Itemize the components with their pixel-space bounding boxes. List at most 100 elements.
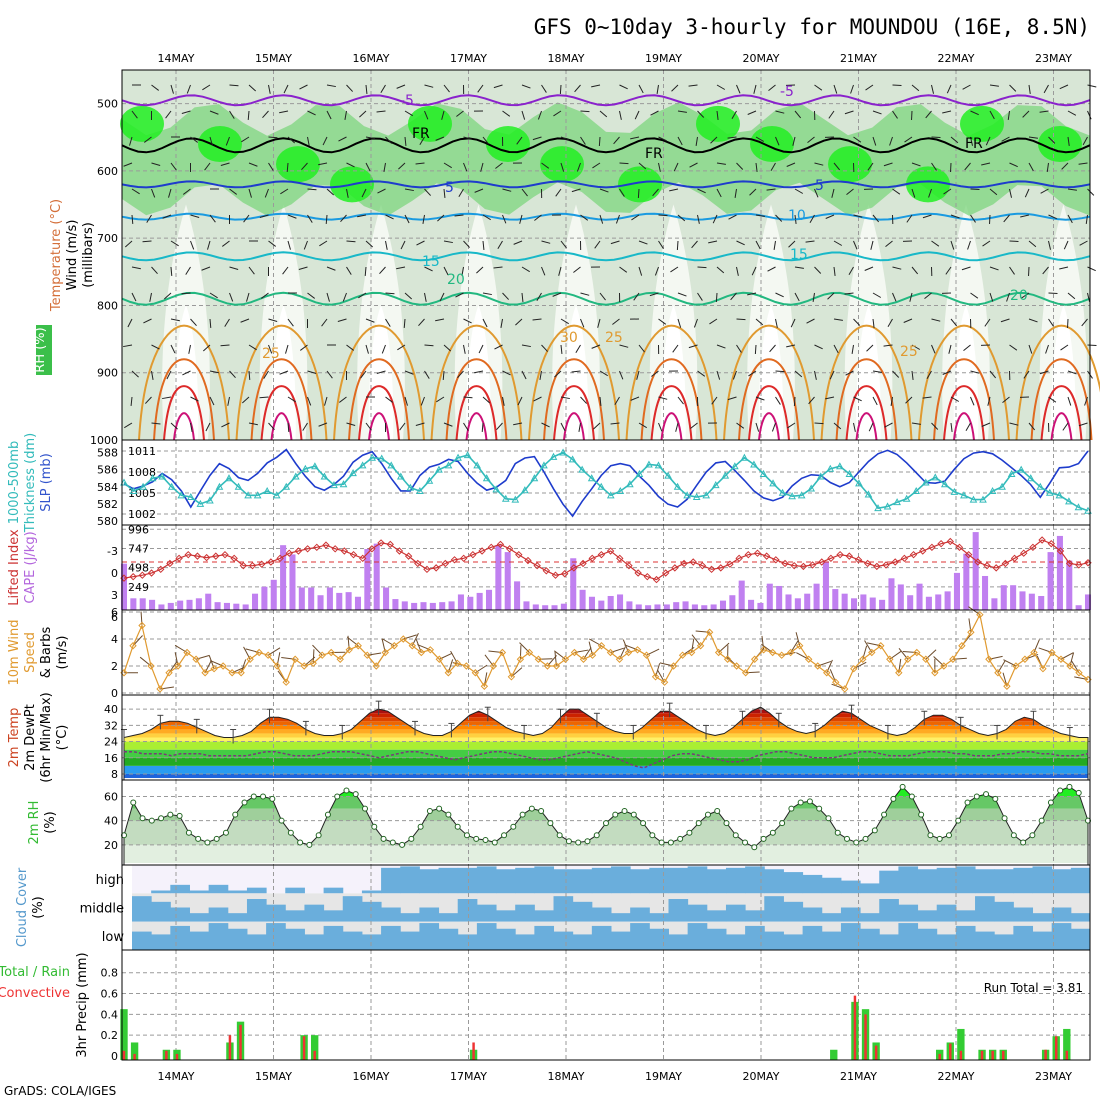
wind-point (940, 662, 948, 670)
wind-barb (769, 344, 776, 353)
wind-barb (424, 110, 429, 120)
footer-credit: GrADS: COLA/IGES (4, 1084, 116, 1098)
wind-barb (188, 344, 191, 354)
lifted-point (964, 550, 973, 559)
lifted-point (845, 552, 854, 560)
temp-contour-25 (625, 324, 718, 441)
wind-barb (599, 370, 608, 377)
wind-barb (376, 110, 386, 113)
wind-barb (229, 370, 236, 379)
lifted-point (166, 559, 174, 568)
thickness-point (225, 474, 233, 482)
wind-barb (775, 318, 778, 328)
wind-barb (677, 110, 687, 113)
rh-point (630, 811, 637, 818)
precip-ytick: 0 (111, 1050, 118, 1063)
wind-barb (477, 84, 484, 93)
cloud-row-label: high (96, 873, 124, 888)
wind-barb (307, 110, 316, 116)
thickness-point (692, 492, 701, 501)
lifted-point (735, 554, 743, 563)
chart-title: GFS 0~10day 3-hourly for MOUNDOU (16E, 8… (534, 15, 1090, 39)
wind-barb (221, 422, 230, 428)
wind-barb (708, 240, 718, 244)
wind-barb (279, 110, 289, 114)
wind-barb (884, 422, 893, 428)
wind-barb (619, 84, 628, 90)
wind-barb (1007, 110, 1010, 120)
wind-barb (911, 370, 914, 380)
wind-barb (1078, 422, 1088, 427)
cloud-cell (304, 934, 325, 950)
wind-point (426, 646, 435, 654)
wind-barb (439, 292, 445, 302)
thickness-ytick: 586 (97, 464, 118, 477)
wind-point (678, 651, 687, 659)
cloud-cell (591, 925, 612, 950)
cape-bar (841, 593, 848, 610)
lifted-point (836, 550, 844, 559)
lifted-point (285, 549, 293, 557)
cape-bar (963, 553, 970, 610)
left-label-text: 1000-500mb (7, 441, 22, 525)
wind-point (462, 662, 471, 670)
wind-barb (404, 110, 413, 117)
wind-barb (833, 266, 836, 276)
wind-point (525, 648, 534, 657)
wind-barb (775, 396, 781, 405)
date-label-top: 20MAY (743, 52, 780, 65)
precip-total-bar (957, 1028, 965, 1060)
thickness-point (206, 496, 214, 504)
cape-bar (879, 599, 886, 610)
wind-barb (619, 266, 628, 273)
wind-barb (1063, 240, 1069, 250)
wind-barb (619, 110, 622, 120)
rh-point (769, 829, 776, 836)
wind-barb (638, 422, 647, 429)
precip-convective-bar (133, 1053, 136, 1060)
wind-barb (1059, 266, 1069, 270)
cape-bar (149, 599, 156, 610)
cape-bar (560, 603, 567, 610)
wind-barb (463, 162, 468, 172)
wind-barb (833, 162, 841, 171)
cape-bar (139, 598, 146, 610)
lifted-point (322, 541, 330, 549)
thickness-point (750, 460, 758, 468)
wind-barb (1006, 292, 1010, 302)
cloud-cell (668, 899, 689, 922)
wind-barb (1045, 344, 1049, 354)
lifted-point (386, 540, 394, 549)
rh-point (547, 820, 554, 827)
cloud-cell (668, 867, 689, 894)
lifted-point (900, 554, 909, 563)
cape-bar (925, 596, 932, 610)
thickness-point (950, 487, 959, 495)
cape-bar (748, 599, 755, 610)
temp-ytick: 8 (111, 768, 118, 781)
rh-point (816, 805, 823, 812)
cape-bar (289, 554, 296, 610)
precip-convective-bar (302, 1036, 306, 1060)
rh-point (695, 820, 702, 827)
rh-point (742, 839, 749, 846)
rh-point (640, 820, 647, 827)
wind-barb (494, 344, 503, 350)
rh-point (658, 839, 665, 846)
lifted-point (193, 552, 202, 560)
cape-bar (476, 592, 483, 610)
cape-bar (1000, 585, 1007, 610)
cloud-cell (917, 928, 938, 950)
wind-barb (131, 110, 138, 119)
rh-point (362, 805, 368, 812)
wind-barb (454, 214, 464, 217)
rh-point (704, 811, 711, 818)
wind-barb (651, 370, 659, 377)
wind-point (138, 621, 146, 630)
wind-barb (619, 344, 629, 348)
wind-barb (202, 84, 211, 91)
rh-moist-cell (486, 126, 530, 162)
temp-ytick: 24 (104, 736, 118, 749)
wind-barb (463, 136, 473, 140)
rh-moist-cell (408, 105, 452, 142)
